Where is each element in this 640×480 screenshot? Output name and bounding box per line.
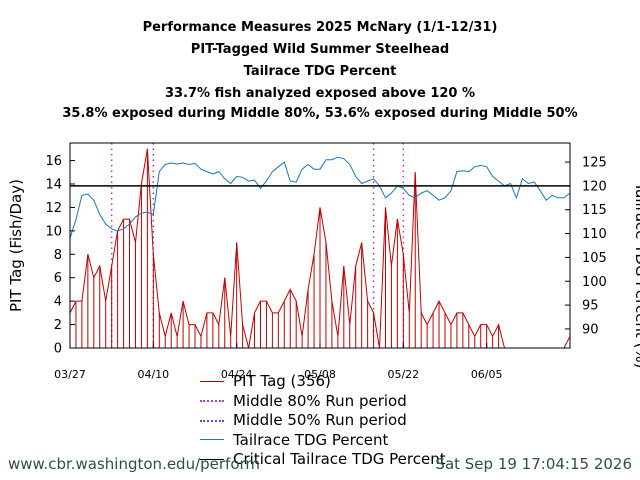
x-tick-label: 03/27 — [54, 368, 86, 381]
x-tick-label: 05/08 — [304, 368, 336, 381]
y-right-tick-label: 95 — [582, 299, 599, 314]
y-right-axis-title: Tailrace TDG Percent (%) — [632, 181, 640, 368]
legend-swatch-pit — [200, 377, 224, 387]
chart-legend: PIT Tag (356) Middle 80% Run period Middle… — [200, 372, 446, 470]
y-left-axis-title: PIT Tag (Fish/Day) — [7, 179, 25, 312]
legend-item-tdg: Tailrace TDG Percent — [200, 431, 446, 451]
legend-label-tdg: Tailrace TDG Percent — [233, 430, 389, 449]
y-right-tick-label: 115 — [582, 203, 607, 218]
y-right-tick-label: 120 — [582, 179, 607, 194]
legend-item-critical: Critical Tailrace TDG Percent — [200, 450, 446, 470]
y-left-tick-label: 12 — [45, 201, 62, 216]
footer-timestamp: Sat Sep 19 17:04:15 2026 — [435, 455, 632, 473]
y-left-tick-label: 8 — [54, 248, 62, 263]
y-left-tick-label: 4 — [54, 295, 62, 310]
legend-label-critical: Critical Tailrace TDG Percent — [233, 450, 446, 468]
chart-title: Performance Measures 2025 McNary (1/1-12… — [142, 20, 498, 35]
legend-item-mid80: Middle 80% Run period — [200, 392, 446, 412]
y-right-tick-label: 110 — [582, 227, 607, 242]
chart-subtitle-measure: Tailrace TDG Percent — [243, 64, 397, 79]
y-left-tick-label: 16 — [45, 154, 62, 169]
footer-url[interactable]: www.cbr.washington.edu/perform — [8, 455, 261, 473]
y-left-tick-label: 14 — [45, 178, 62, 193]
chart-subtitle-exposure: 33.7% fish analyzed exposed above 120 % — [164, 86, 476, 101]
y-left-tick-label: 6 — [54, 271, 62, 286]
tdg-series-line — [69, 156, 571, 239]
legend-label-pit: PIT Tag (356) — [233, 372, 331, 390]
y-left-tick-label: 2 — [54, 318, 62, 333]
y-right-tick-label: 125 — [582, 156, 607, 171]
y-left-tick-label: 10 — [45, 224, 62, 239]
legend-item-mid50: Middle 50% Run period — [200, 411, 446, 431]
legend-swatch-mid80 — [200, 396, 224, 406]
legend-swatch-mid50 — [200, 416, 224, 426]
legend-item-pit: PIT Tag (356) — [200, 372, 446, 392]
chart-subtitle-middle-exposure: 35.8% exposed during Middle 80%, 53.6% e… — [62, 106, 578, 121]
x-tick-label: 06/05 — [471, 368, 503, 381]
chart-subtitle-species: PIT-Tagged Wild Summer Steelhead — [190, 42, 450, 57]
legend-swatch-tdg — [200, 435, 224, 445]
y-right-tick-label: 105 — [582, 251, 607, 266]
y-left-tick-label: 0 — [54, 342, 62, 357]
legend-label-mid50: Middle 50% Run period — [233, 411, 407, 429]
x-tick-label: 04/24 — [221, 368, 253, 381]
legend-swatch-critical — [200, 455, 224, 465]
legend-label-mid80: Middle 80% Run period — [233, 391, 407, 410]
pit-series-line — [69, 148, 571, 349]
x-tick-label: 05/22 — [387, 368, 419, 381]
y-right-tick-label: 100 — [582, 275, 607, 290]
x-tick-label: 04/10 — [137, 368, 169, 381]
y-right-tick-label: 90 — [582, 322, 599, 337]
